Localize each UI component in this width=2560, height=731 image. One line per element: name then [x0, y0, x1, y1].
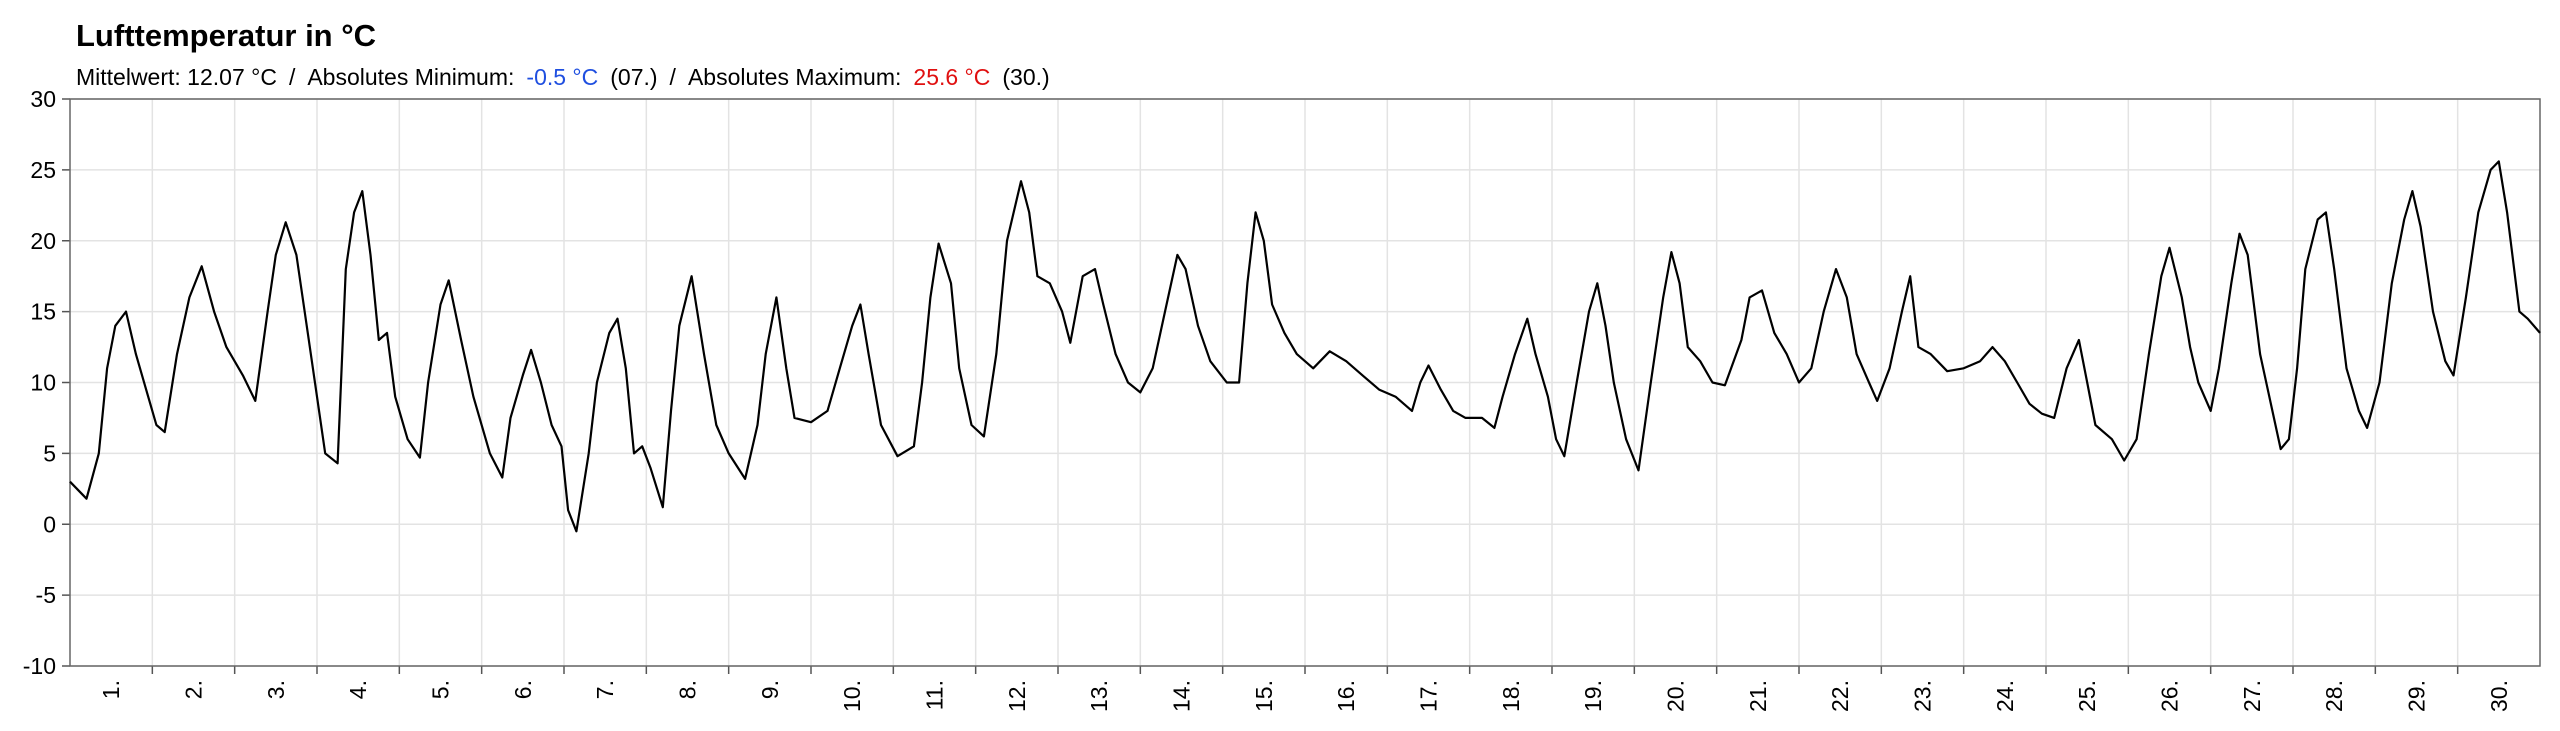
subtitle: Mittelwert: 12.07 °C / Absolutes Minimum: -…	[76, 64, 1062, 91]
y-tick-label: 10	[30, 370, 56, 396]
x-tick-label: 9.	[757, 680, 783, 699]
y-tick-label: -10	[23, 653, 56, 679]
x-tick-label: 3.	[263, 680, 289, 699]
subtitle-part: (07.)	[610, 64, 658, 90]
x-tick-label: 21.	[1745, 680, 1771, 712]
x-tick-label: 10.	[839, 680, 865, 712]
x-tick-label: 30.	[2486, 680, 2512, 712]
chart-title: Lufttemperatur in °C	[76, 18, 377, 53]
y-tick-label: -5	[36, 582, 56, 608]
y-tick-label: 30	[30, 86, 56, 112]
x-tick-label: 27.	[2239, 680, 2265, 712]
x-tick-label: 12.	[1004, 680, 1030, 712]
y-tick-label: 0	[43, 511, 56, 537]
subtitle-part: -0.5 °C	[526, 64, 599, 90]
x-tick-label: 28.	[2321, 680, 2347, 712]
y-tick-label: 15	[30, 299, 56, 325]
y-tick-label: 5	[43, 440, 56, 466]
subtitle-part: Absolutes Minimum:	[307, 64, 515, 90]
x-tick-label: 26.	[2157, 680, 2183, 712]
x-tick-label: 22.	[1827, 680, 1853, 712]
plot-frame	[69, 98, 2541, 667]
x-tick-label: 19.	[1580, 680, 1606, 712]
x-tick-label: 17.	[1416, 680, 1442, 712]
x-tick-label: 6.	[510, 680, 536, 699]
x-tick-label: 13.	[1086, 680, 1112, 712]
x-tick-label: 4.	[345, 680, 371, 699]
subtitle-part: (30.)	[1002, 64, 1050, 90]
y-tick-label: 20	[30, 228, 56, 254]
temperature-line	[69, 160, 2541, 533]
subtitle-part: Mittelwert: 12.07 °C	[76, 64, 277, 90]
x-tick-label: 16.	[1333, 680, 1359, 712]
x-tick-label: 1.	[98, 680, 124, 699]
x-tick-label: 8.	[675, 680, 701, 699]
subtitle-part: Absolutes Maximum:	[687, 64, 902, 90]
x-tick-label: 5.	[428, 680, 454, 699]
x-tick-label: 25.	[2074, 680, 2100, 712]
subtitle-part: 25.6 °C	[913, 64, 991, 90]
x-tick-label: 29.	[2404, 680, 2430, 712]
y-tick-label: 25	[30, 157, 56, 183]
x-tick-label: 20.	[1663, 680, 1689, 712]
subtitle-part: /	[669, 64, 676, 90]
x-tick-label: 11.	[922, 680, 948, 710]
subtitle-part: /	[288, 64, 296, 90]
x-tick-label: 15.	[1251, 680, 1277, 712]
x-tick-label: 7.	[592, 680, 618, 699]
x-tick-label: 23.	[1910, 680, 1936, 712]
x-tick-label: 24.	[1992, 680, 2018, 712]
x-tick-label: 14.	[1169, 680, 1195, 712]
x-tick-label: 18.	[1498, 680, 1524, 712]
x-tick-label: 2.	[181, 680, 207, 699]
